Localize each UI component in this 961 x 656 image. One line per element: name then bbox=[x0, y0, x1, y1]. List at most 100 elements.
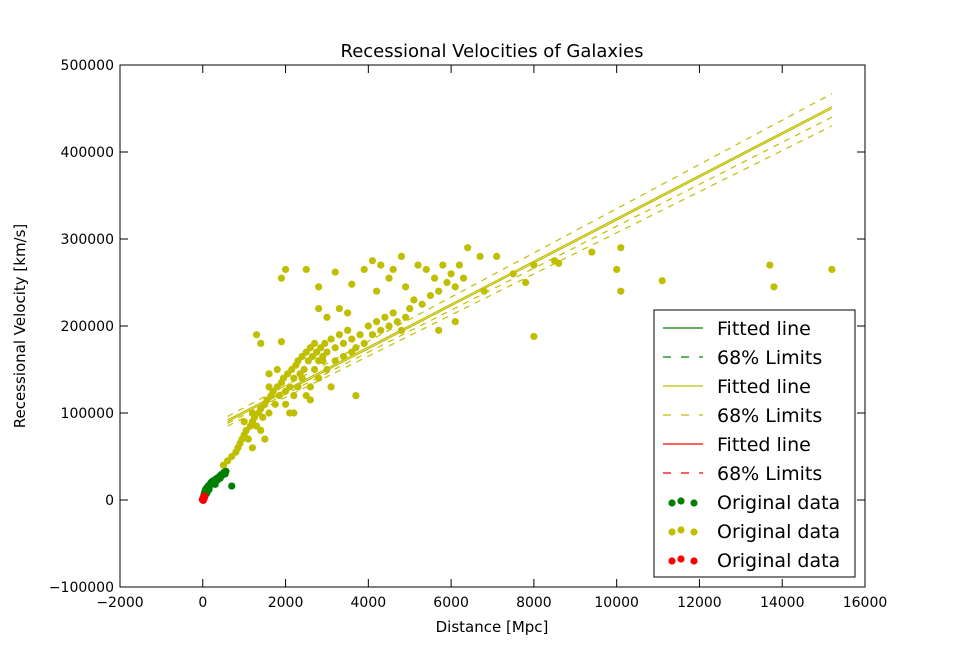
data-point-1-134 bbox=[327, 383, 335, 391]
data-point-1-59 bbox=[373, 318, 381, 326]
x-axis-label: Distance [Mpc] bbox=[436, 618, 549, 636]
data-point-1-94 bbox=[281, 265, 290, 274]
data-point-1-46 bbox=[321, 339, 329, 347]
y-tick-label-5: 400000 bbox=[61, 145, 114, 161]
data-point-1-80 bbox=[281, 400, 290, 408]
data-point-1-144 bbox=[451, 318, 459, 326]
data-point-1-56 bbox=[360, 339, 368, 347]
data-point-1-90 bbox=[323, 365, 331, 374]
data-point-1-125 bbox=[252, 331, 261, 339]
data-point-1-64 bbox=[393, 318, 401, 326]
data-point-1-137 bbox=[261, 435, 269, 443]
legend-label-1: 68% Limits bbox=[717, 347, 822, 369]
data-point-1-73 bbox=[451, 283, 459, 291]
data-point-1-95 bbox=[277, 274, 286, 282]
data-point-1-130 bbox=[323, 313, 331, 321]
x-tick-label-1: 0 bbox=[198, 595, 207, 611]
data-point-1-113 bbox=[522, 278, 530, 287]
y-tick-label-1: 0 bbox=[105, 493, 114, 509]
data-point-1-116 bbox=[588, 248, 596, 256]
legend-marker-8-1 bbox=[677, 555, 685, 563]
data-point-2-17 bbox=[198, 495, 206, 504]
legend-label-0: Fitted line bbox=[717, 318, 811, 340]
data-point-1-143 bbox=[435, 326, 443, 334]
data-point-1-57 bbox=[364, 322, 372, 330]
legend-label-7: Original data bbox=[717, 521, 840, 543]
data-point-1-120 bbox=[658, 277, 666, 285]
data-point-1-91 bbox=[331, 357, 339, 365]
x-tick-label-2: 2000 bbox=[268, 595, 304, 611]
data-point-1-110 bbox=[464, 244, 472, 252]
data-point-1-124 bbox=[530, 332, 538, 341]
data-point-1-67 bbox=[406, 305, 414, 313]
data-point-1-131 bbox=[335, 305, 343, 313]
data-point-1-62 bbox=[385, 322, 393, 330]
data-point-1-133 bbox=[352, 392, 360, 400]
data-point-1-79 bbox=[273, 365, 281, 374]
data-point-1-53 bbox=[348, 335, 356, 343]
chart-title: Recessional Velocities of Galaxies bbox=[341, 41, 644, 62]
x-tick-label-7: 12000 bbox=[677, 595, 722, 611]
data-point-1-24 bbox=[275, 392, 283, 400]
data-point-1-145 bbox=[480, 287, 488, 295]
data-point-1-126 bbox=[257, 339, 265, 347]
data-point-1-96 bbox=[302, 265, 310, 274]
data-point-1-99 bbox=[368, 257, 377, 265]
data-point-1-75 bbox=[240, 418, 248, 426]
data-point-1-108 bbox=[447, 270, 455, 278]
data-point-1-71 bbox=[435, 287, 443, 295]
data-point-1-121 bbox=[766, 261, 774, 269]
x-tick-label-5: 8000 bbox=[516, 595, 552, 611]
data-point-1-84 bbox=[298, 374, 306, 382]
data-point-1-139 bbox=[315, 283, 323, 291]
data-point-1-77 bbox=[257, 426, 265, 434]
data-point-1-9 bbox=[244, 435, 252, 443]
data-point-1-68 bbox=[410, 296, 418, 304]
data-point-1-47 bbox=[323, 348, 331, 356]
data-point-1-82 bbox=[290, 392, 298, 400]
data-point-1-88 bbox=[315, 374, 323, 382]
data-point-1-129 bbox=[315, 305, 323, 313]
data-point-0-34 bbox=[222, 467, 230, 475]
data-point-1-100 bbox=[377, 261, 385, 269]
plot-area bbox=[198, 93, 836, 505]
data-point-1-128 bbox=[265, 370, 273, 378]
x-tick-label-3: 4000 bbox=[351, 595, 387, 611]
legend-label-5: 68% Limits bbox=[717, 463, 822, 485]
x-tick-label-0: −2000 bbox=[96, 595, 143, 611]
data-point-1-72 bbox=[443, 278, 451, 287]
legend-label-6: Original data bbox=[717, 492, 840, 514]
data-point-1-109 bbox=[455, 261, 463, 269]
data-point-1-36 bbox=[300, 365, 308, 374]
legend-label-3: 68% Limits bbox=[717, 405, 822, 427]
data-point-1-66 bbox=[401, 313, 410, 321]
data-point-1-122 bbox=[770, 283, 778, 291]
data-point-1-114 bbox=[530, 261, 538, 269]
data-point-1-106 bbox=[430, 274, 439, 282]
y-tick-label-6: 500000 bbox=[61, 58, 114, 74]
data-point-0-36 bbox=[209, 479, 217, 487]
data-point-1-58 bbox=[368, 331, 377, 339]
data-point-1-142 bbox=[401, 283, 410, 291]
data-point-1-52 bbox=[344, 326, 352, 334]
legend-marker-8-2 bbox=[690, 557, 698, 565]
data-point-1-49 bbox=[331, 344, 339, 352]
legend-label-2: Fitted line bbox=[717, 376, 811, 398]
data-point-1-61 bbox=[381, 313, 389, 321]
data-point-1-31 bbox=[290, 374, 298, 382]
legend-marker-6-2 bbox=[690, 499, 698, 507]
data-point-1-146 bbox=[509, 270, 517, 278]
data-point-1-136 bbox=[290, 409, 298, 417]
data-point-1-89 bbox=[319, 357, 327, 365]
legend: Fitted line 68% Limits Fitted line 68% Limi… bbox=[653, 309, 856, 578]
data-point-1-22 bbox=[271, 400, 279, 408]
x-tick-label-8: 14000 bbox=[760, 595, 805, 611]
data-point-1-93 bbox=[348, 348, 356, 356]
data-point-1-132 bbox=[344, 309, 352, 317]
y-tick-label-3: 200000 bbox=[61, 319, 114, 335]
limit-line-2 bbox=[227, 125, 833, 427]
x-tick-label-4: 6000 bbox=[433, 595, 469, 611]
data-point-1-127 bbox=[277, 338, 286, 346]
